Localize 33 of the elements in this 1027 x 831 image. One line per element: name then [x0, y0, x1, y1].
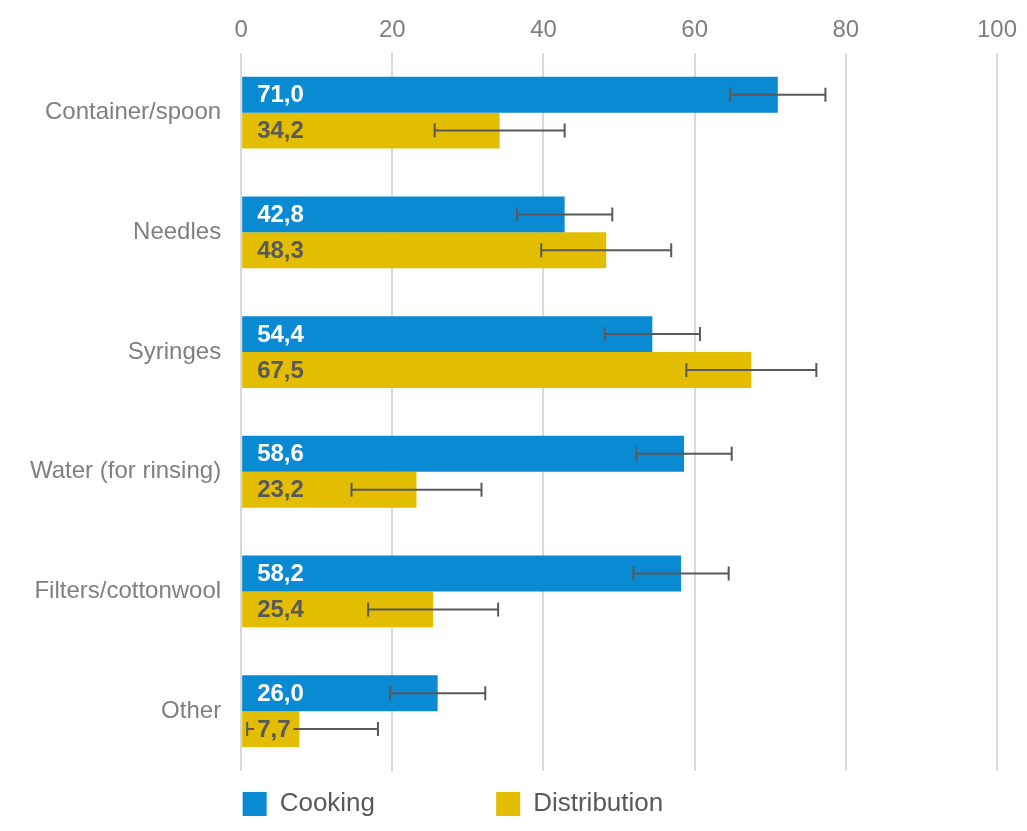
data-label: 7,7 [257, 714, 291, 742]
data-label: 58,6 [257, 439, 304, 467]
y-tick-label: Container/spoon [45, 97, 222, 125]
y-tick-label: Syringes [127, 336, 222, 364]
y-tick-label: Other [161, 695, 222, 723]
x-tick-label: 60 [681, 15, 709, 43]
data-label: 67,5 [257, 355, 304, 383]
y-tick-label: Filters/cottonwool [34, 576, 222, 604]
data-label: 25,4 [257, 595, 305, 623]
legend-label: Cooking [279, 787, 477, 818]
x-tick-label: 20 [378, 15, 406, 43]
bar [242, 232, 607, 269]
x-tick-label: 100 [976, 15, 1018, 43]
data-label: 58,2 [257, 559, 304, 587]
x-tick-label: 80 [832, 15, 860, 43]
bar [242, 435, 685, 472]
x-tick-label: 40 [530, 15, 557, 43]
x-tick-label: 0 [234, 15, 248, 43]
data-label: 42,8 [257, 200, 304, 228]
data-label: 34,2 [257, 116, 304, 144]
bar [242, 316, 653, 353]
y-tick-label: Water (for rinsing) [29, 456, 222, 484]
y-tick-label: Needles [133, 216, 222, 244]
bar [242, 196, 565, 233]
bar [242, 76, 778, 113]
bar [242, 555, 682, 592]
legend-label: Distribution [533, 787, 765, 818]
data-label: 54,4 [257, 319, 305, 347]
data-label: 26,0 [257, 678, 304, 706]
bar [242, 352, 752, 388]
data-label: 23,2 [257, 475, 304, 503]
data-label: 48,3 [257, 235, 304, 263]
data-label: 71,0 [257, 80, 304, 108]
